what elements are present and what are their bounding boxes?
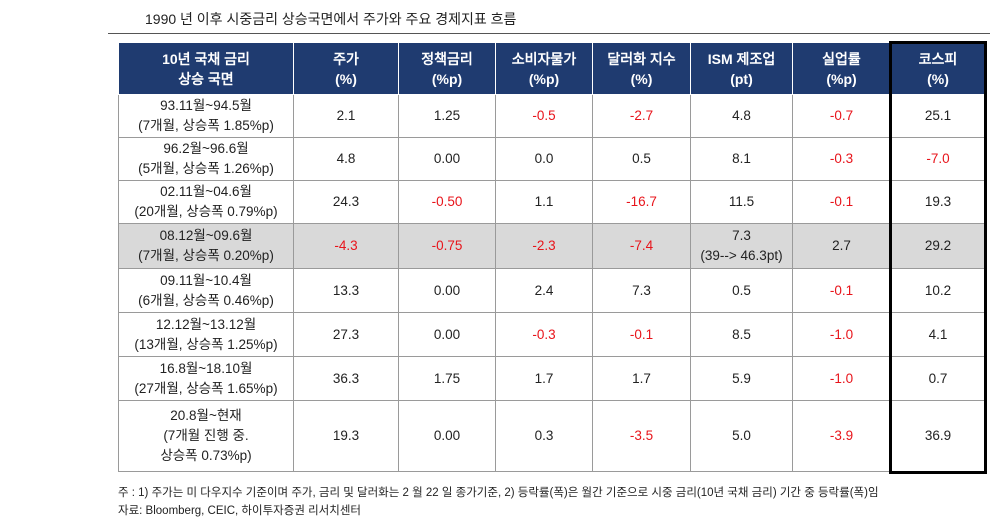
value-cell: -1.0	[792, 312, 891, 357]
period-cell: 96.2월~96.6월 (5개월, 상승폭 1.26%p)	[118, 137, 294, 181]
value-cell: 36.3	[293, 356, 399, 401]
header-cell: 정책금리 (%p)	[398, 42, 496, 95]
value-cell: 4.1	[890, 312, 986, 357]
value-cell: 1.7	[495, 356, 593, 401]
value-cell: 10.2	[890, 268, 986, 313]
value-cell: 27.3	[293, 312, 399, 357]
value-cell: -0.75	[398, 223, 496, 269]
table-row: 93.11월~94.5월 (7개월, 상승폭 1.85%p) 2.1 1.25 -0.…	[118, 94, 986, 138]
value-cell: 1.1	[495, 180, 593, 224]
value-cell: 2.1	[293, 94, 399, 138]
value-cell: 2.4	[495, 268, 593, 313]
period-cell: 02.11월~04.6월 (20개월, 상승폭 0.79%p)	[118, 180, 294, 224]
value-cell: -0.1	[792, 268, 891, 313]
value-cell: 24.3	[293, 180, 399, 224]
value-cell: 0.00	[398, 312, 496, 357]
value-cell: 1.7	[592, 356, 691, 401]
header-cell: 실업률 (%p)	[792, 42, 891, 95]
period-cell: 20.8월~현재 (7개월 진행 중. 상승폭 0.73%p)	[118, 400, 294, 472]
value-cell: 1.75	[398, 356, 496, 401]
value-cell: 19.3	[293, 400, 399, 472]
value-cell: 0.0	[495, 137, 593, 181]
value-cell: 0.00	[398, 137, 496, 181]
value-cell: 5.9	[690, 356, 793, 401]
header-row: 10년 국채 금리 상승 국면 주가 (%) 정책금리 (%p) 소비자물가 (%p)…	[118, 42, 986, 95]
value-cell: 2.7	[792, 223, 891, 269]
value-cell: 7.3	[592, 268, 691, 313]
value-cell: -0.50	[398, 180, 496, 224]
value-cell: -0.1	[792, 180, 891, 224]
value-cell: 0.5	[690, 268, 793, 313]
value-cell: -1.0	[792, 356, 891, 401]
header-cell: 주가 (%)	[293, 42, 399, 95]
value-cell: 8.1	[690, 137, 793, 181]
value-cell: -0.5	[495, 94, 593, 138]
value-cell: 0.5	[592, 137, 691, 181]
value-cell: -2.7	[592, 94, 691, 138]
header-cell: ISM 제조업 (pt)	[690, 42, 793, 95]
value-cell: -3.9	[792, 400, 891, 472]
table-row: 12.12월~13.12월 (13개월, 상승폭 1.25%p) 27.3 0.00…	[118, 312, 986, 357]
value-cell: -0.1	[592, 312, 691, 357]
header-cell: 코스피 (%)	[890, 42, 986, 95]
header-cell: 10년 국채 금리 상승 국면	[118, 42, 294, 95]
value-cell: -0.3	[495, 312, 593, 357]
table-row: 16.8월~18.10월 (27개월, 상승폭 1.65%p) 36.3 1.75 1…	[118, 356, 986, 401]
value-cell: 0.3	[495, 400, 593, 472]
value-cell: -7.0	[890, 137, 986, 181]
value-cell: -0.3	[792, 137, 891, 181]
value-cell: 36.9	[890, 400, 986, 472]
value-cell: 7.3 (39--> 46.3pt)	[690, 223, 793, 269]
period-cell: 16.8월~18.10월 (27개월, 상승폭 1.65%p)	[118, 356, 294, 401]
source: 자료: Bloomberg, CEIC, 하이투자증권 리서치센터	[118, 505, 361, 517]
table-row: 08.12월~09.6월 (7개월, 상승폭 0.20%p) -4.3 -0.75-…	[118, 223, 986, 269]
value-cell: -4.3	[293, 223, 399, 269]
value-cell: 4.8	[293, 137, 399, 181]
table-row: 20.8월~현재 (7개월 진행 중. 상승폭 0.73%p) 19.3 0.00 0…	[118, 400, 986, 472]
value-cell: 29.2	[890, 223, 986, 269]
value-cell: -3.5	[592, 400, 691, 472]
value-cell: -0.7	[792, 94, 891, 138]
value-cell: 8.5	[690, 312, 793, 357]
header-cell: 달러화 지수 (%)	[592, 42, 691, 95]
header-cell: 소비자물가 (%p)	[495, 42, 593, 95]
period-cell: 93.11월~94.5월 (7개월, 상승폭 1.85%p)	[118, 94, 294, 138]
value-cell: 4.8	[690, 94, 793, 138]
period-cell: 08.12월~09.6월 (7개월, 상승폭 0.20%p)	[118, 223, 294, 269]
period-cell: 09.11월~10.4월 (6개월, 상승폭 0.46%p)	[118, 268, 294, 313]
table-row: 96.2월~96.6월 (5개월, 상승폭 1.26%p) 4.8 0.00 0.0 0…	[118, 137, 986, 181]
value-cell: 5.0	[690, 400, 793, 472]
value-cell: 0.00	[398, 268, 496, 313]
value-cell: -7.4	[592, 223, 691, 269]
value-cell: -2.3	[495, 223, 593, 269]
value-cell: 1.25	[398, 94, 496, 138]
title-rule	[108, 33, 990, 34]
value-cell: 0.7	[890, 356, 986, 401]
value-cell: 13.3	[293, 268, 399, 313]
footnote: 주 : 1) 주가는 미 다우지수 기준이며 주가, 금리 및 달러화는 2 월…	[118, 487, 879, 499]
value-cell: 11.5	[690, 180, 793, 224]
title: 1990 년 이후 시중금리 상승국면에서 주가와 주요 경제지표 흐름	[145, 11, 517, 27]
value-cell: 0.00	[398, 400, 496, 472]
data-table: 10년 국채 금리 상승 국면 주가 (%) 정책금리 (%p) 소비자물가 (%p)…	[118, 42, 986, 472]
period-cell: 12.12월~13.12월 (13개월, 상승폭 1.25%p)	[118, 312, 294, 357]
value-cell: -16.7	[592, 180, 691, 224]
value-cell: 25.1	[890, 94, 986, 138]
value-cell: 19.3	[890, 180, 986, 224]
table-row: 02.11월~04.6월 (20개월, 상승폭 0.79%p) 24.3 -0.50…	[118, 180, 986, 224]
table-row: 09.11월~10.4월 (6개월, 상승폭 0.46%p) 13.3 0.00 2.…	[118, 268, 986, 313]
